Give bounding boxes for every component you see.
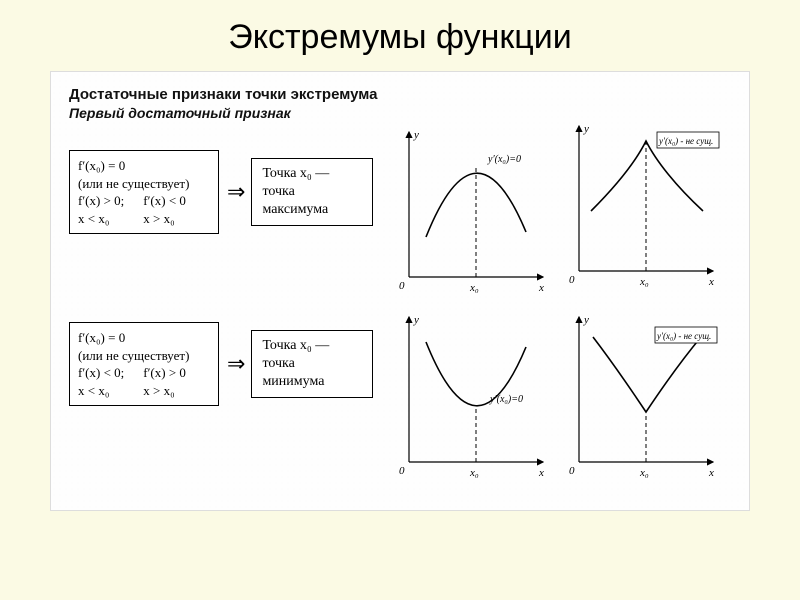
min-cond-l3b: f′(x) > 0 (143, 364, 186, 382)
svg-text:y: y (583, 314, 589, 326)
min-cond-l1: f′(x₀) = 0 (78, 329, 210, 347)
max-cond-l3b: f′(x) < 0 (143, 192, 186, 210)
svg-text:y: y (413, 129, 419, 141)
max-res-l1: Точка x₀ — (262, 165, 362, 183)
svg-text:0: 0 (569, 465, 575, 477)
svg-text:y: y (583, 123, 589, 135)
content-panel: Достаточные признаки точки экстремума Пе… (50, 71, 750, 511)
max-cond-l4a: x < x₀ (78, 210, 140, 228)
max-res-l3: максимума (262, 201, 362, 219)
min-condition-box: f′(x₀) = 0 (или не существует) f′(x) < 0… (69, 322, 219, 406)
implies-arrow-icon: ⇒ (227, 351, 245, 377)
svg-text:y: y (413, 314, 419, 326)
svg-text:x: x (708, 467, 714, 479)
svg-text:0: 0 (569, 274, 575, 286)
svg-text:x: x (538, 282, 544, 294)
implies-arrow-icon: ⇒ (227, 179, 245, 205)
max-cond-l4b: x > x₀ (143, 210, 174, 228)
max-condition-box: f′(x₀) = 0 (или не существует) f′(x) > 0… (69, 150, 219, 234)
svg-text:x₀: x₀ (639, 276, 649, 288)
min-cond-l4a: x < x₀ (78, 382, 140, 400)
min-cond-l4b: x > x₀ (143, 382, 174, 400)
max-cond-l2: (или не существует) (78, 175, 210, 193)
svg-text:y′(x₀)=0: y′(x₀)=0 (489, 394, 523, 405)
svg-text:x₀: x₀ (469, 467, 479, 479)
svg-text:x₀: x₀ (469, 282, 479, 294)
svg-text:y′(x₀)=0: y′(x₀)=0 (487, 154, 521, 165)
graph-max-cusp: 0 y x x₀ y′(x₀) - не сущ. (561, 116, 721, 291)
svg-text:y′(x₀) - не сущ.: y′(x₀) - не сущ. (656, 331, 711, 341)
max-cond-l1: f′(x₀) = 0 (78, 157, 210, 175)
max-cond-l3a: f′(x) > 0; (78, 192, 140, 210)
svg-text:y′(x₀) - не сущ.: y′(x₀) - не сущ. (658, 136, 713, 146)
max-res-l2: точка (262, 183, 362, 201)
min-cond-l2: (или не существует) (78, 347, 210, 365)
graph-min-smooth: 0 y x x₀ y′(x₀)=0 (391, 307, 551, 482)
min-res-l2: точка (262, 355, 362, 373)
heading-1: Достаточные признаки точки экстремума (69, 86, 731, 103)
min-res-l1: Точка x₀ — (262, 337, 362, 355)
page-title: Экстремумы функции (0, 0, 800, 71)
svg-text:0: 0 (399, 465, 405, 477)
svg-text:x: x (708, 276, 714, 288)
min-res-l3: минимума (262, 373, 362, 391)
graph-min-cusp: 0 y x x₀ y′(x₀) - не сущ. (561, 307, 721, 482)
svg-text:x₀: x₀ (639, 467, 649, 479)
svg-text:0: 0 (399, 280, 405, 292)
min-result-box: Точка x₀ — точка минимума (251, 330, 373, 399)
svg-text:x: x (538, 467, 544, 479)
min-cond-l3a: f′(x) < 0; (78, 364, 140, 382)
max-result-box: Точка x₀ — точка максимума (251, 158, 373, 227)
graph-max-smooth: 0 y x x₀ y′(x₀)=0 (391, 122, 551, 297)
